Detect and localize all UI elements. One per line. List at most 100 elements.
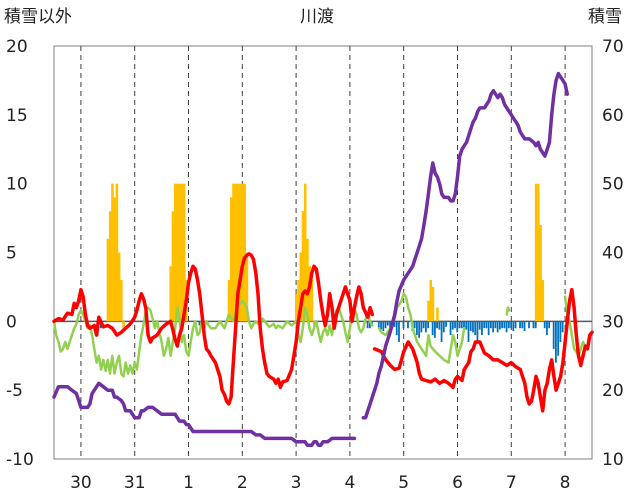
precip-bar (402, 321, 405, 329)
snowfall-bar (303, 183, 307, 322)
snowfall-bar (182, 183, 186, 322)
precip-bar (534, 321, 537, 329)
snowfall-bar (115, 183, 119, 322)
precip-bar (532, 321, 535, 329)
precip-bar (465, 321, 468, 330)
plot-frame (53, 45, 593, 460)
right-tick-label: 60 (602, 106, 624, 126)
precip-bar (514, 321, 517, 329)
snow_depth-line (361, 71, 570, 420)
precip-bar (380, 321, 382, 330)
snowfall-bar (427, 300, 430, 322)
snowfall-bar (241, 183, 244, 322)
precip-bar (460, 321, 463, 329)
left-axis-label: 積雪以外 (4, 7, 72, 27)
precip-bar (512, 321, 515, 331)
right-tick-label: 20 (602, 381, 624, 401)
snowfall-bar (297, 280, 300, 322)
x-tick-label: 2 (237, 473, 248, 493)
snowfall-bar (436, 307, 439, 322)
snowfall-bar (176, 183, 179, 322)
precip-bar (494, 321, 497, 329)
left-tick-label: 0 (6, 312, 17, 332)
precip-bar (505, 321, 508, 333)
snowfall-bar (310, 280, 314, 322)
snowfall-bar (539, 224, 542, 322)
precip-bar (483, 321, 486, 329)
temperature-line (52, 252, 375, 406)
precip-bar (492, 321, 495, 333)
precip-bar (510, 321, 512, 329)
precip-bar (420, 321, 423, 333)
precip-bar (458, 321, 461, 329)
snowfall-bar (299, 252, 303, 322)
precip-bar (559, 321, 562, 342)
precip-bar (389, 321, 391, 330)
precip-bar (555, 321, 557, 363)
precip-bar (507, 321, 510, 329)
humidity_like-line (505, 306, 511, 316)
precip-bar (487, 321, 490, 336)
precip-bar (386, 321, 389, 326)
precip-bar (476, 321, 479, 342)
precip-bar (472, 321, 474, 333)
snowfall-bar (232, 183, 235, 322)
precip-bar (366, 321, 369, 329)
precip-bar (503, 321, 506, 329)
precip-bar (561, 321, 564, 333)
precip-bar (377, 321, 380, 329)
x-tick-label: 1 (183, 473, 194, 493)
precip-bar (519, 321, 521, 329)
precip-bar (474, 321, 477, 336)
snowfall-bar (429, 280, 433, 322)
x-tick-label: 31 (124, 473, 146, 493)
precip-bar (523, 321, 526, 331)
snowfall-bar (111, 183, 114, 322)
left-tick-label: 15 (6, 106, 28, 126)
precip-bar (407, 321, 409, 329)
precip-bar (413, 321, 416, 329)
snowfall-bar (173, 183, 177, 322)
precip-bar (442, 321, 445, 333)
right-tick-label: 10 (602, 450, 624, 470)
left-tick-label: 5 (6, 244, 17, 264)
precip-bar (445, 321, 447, 327)
precip-bar (496, 321, 499, 333)
precip-bar (368, 321, 371, 329)
precip-bar (382, 321, 385, 331)
snowfall-bar (541, 280, 545, 322)
snowfall-bar (245, 252, 249, 322)
precip-bar (490, 321, 492, 329)
snowfall-bar (308, 266, 311, 322)
precip-bar (395, 321, 398, 336)
snowfall-bar (301, 211, 305, 322)
precip-bar (424, 321, 427, 333)
snowfall-bar (294, 293, 298, 322)
precip-bar (501, 321, 504, 329)
snowfall-bar (234, 183, 237, 322)
chart-title: 川渡 (300, 7, 334, 27)
precip-bar (393, 321, 396, 327)
snowfall-bar (169, 266, 172, 322)
left-tick-label: 20 (6, 37, 28, 57)
snowfall-bar (229, 197, 233, 322)
precip-bar (418, 321, 421, 338)
precip-bar (427, 321, 430, 329)
snowfall-bar (227, 280, 231, 322)
precip-bar (438, 321, 441, 330)
precip-bar (557, 321, 560, 356)
precip-bar (548, 321, 551, 329)
x-tick-label: 4 (344, 473, 355, 493)
precip-bar (498, 321, 501, 330)
precip-bar (521, 321, 524, 329)
precip-bar (543, 321, 546, 329)
precip-bar (485, 321, 488, 329)
precip-bar (416, 321, 418, 336)
precip-bar (436, 321, 438, 329)
snowfall-bar (120, 280, 123, 322)
precip-bar (449, 321, 452, 336)
right-tick-label: 50 (602, 175, 624, 195)
x-tick-label: 6 (452, 473, 463, 493)
precip-bar (422, 321, 425, 329)
